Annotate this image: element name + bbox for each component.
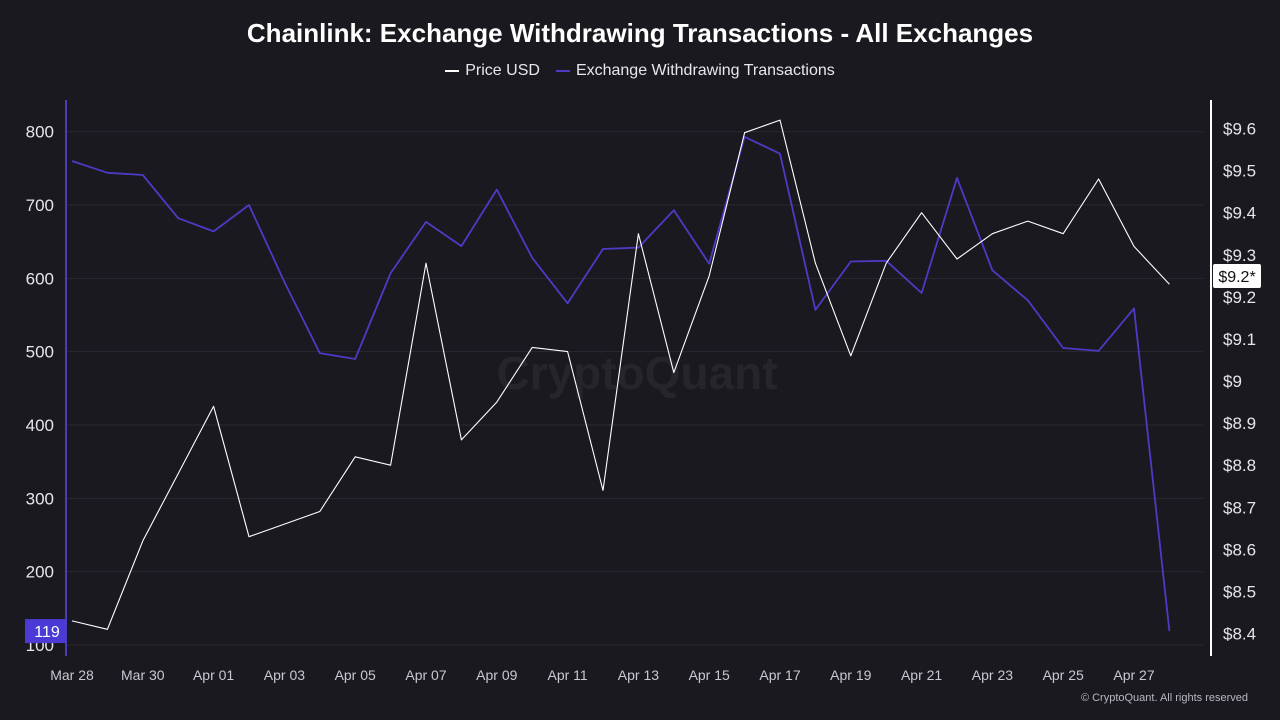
- y-left-tick-label: 500: [26, 343, 54, 362]
- y-right-tick-label: $9.1: [1223, 330, 1256, 349]
- copyright-text: © CryptoQuant. All rights reserved: [1080, 692, 1248, 704]
- x-tick-label: Mar 30: [121, 667, 165, 683]
- legend-item-price[interactable]: Price USD: [445, 62, 540, 80]
- last-value-badge-left: [25, 619, 66, 644]
- price-line-swatch-icon: [445, 70, 460, 72]
- x-tick-label: Apr 23: [972, 667, 1013, 683]
- y-right-tick-label: $9.2: [1223, 288, 1256, 307]
- y-right-tick-label: $9.6: [1223, 120, 1256, 139]
- y-left-tick-label: 200: [26, 563, 54, 582]
- x-tick-label: Apr 11: [547, 667, 587, 683]
- x-tick-label: Mar 28: [50, 667, 94, 683]
- y-left-tick-label: 700: [26, 196, 54, 215]
- y-right-tick-label: $8.7: [1223, 498, 1256, 517]
- series-line-price: [71, 119, 1170, 630]
- last-value-badge-right: [1213, 264, 1261, 288]
- y-right-tick-label: $8.4: [1223, 625, 1256, 644]
- y-left-tick-label: 600: [26, 269, 54, 288]
- x-tick-label: Apr 09: [476, 667, 517, 683]
- x-tick-label: Apr 05: [335, 667, 376, 683]
- y-left-tick-label: 300: [26, 489, 54, 508]
- y-right-tick-label: $8.5: [1223, 582, 1256, 601]
- y-right-tick-label: $9.4: [1223, 204, 1256, 223]
- watermark-text: CryptoQuant: [496, 347, 777, 399]
- series-line-transactions: [71, 135, 1171, 632]
- x-tick-label: Apr 17: [759, 667, 800, 683]
- last-value-label-right: $9.2*: [1218, 269, 1255, 286]
- y-right-tick-label: $9.3: [1223, 246, 1256, 265]
- x-tick-label: Apr 15: [689, 667, 730, 683]
- y-right-tick-label: $9.5: [1223, 162, 1256, 181]
- x-tick-label: Apr 19: [830, 667, 871, 683]
- y-right-tick-label: $8.6: [1223, 540, 1256, 559]
- x-tick-label: Apr 27: [1113, 667, 1154, 683]
- x-tick-label: Apr 13: [618, 667, 659, 683]
- legend-item-transactions[interactable]: Exchange Withdrawing Transactions: [555, 62, 835, 80]
- y-right-tick-label: $9: [1223, 372, 1242, 391]
- y-right-tick-label: $8.8: [1223, 456, 1256, 475]
- x-tick-label: Apr 01: [193, 667, 234, 683]
- x-tick-label: Apr 07: [405, 667, 446, 683]
- y-left-tick-label: 400: [26, 416, 54, 435]
- last-value-label-left: 119: [34, 624, 60, 641]
- y-right-tick-label: $8.9: [1223, 414, 1256, 433]
- x-tick-label: Apr 03: [264, 667, 305, 683]
- transactions-line-swatch-icon: [555, 70, 570, 72]
- chart-legend: Price USD Exchange Withdrawing Transacti…: [0, 62, 1280, 80]
- y-left-tick-label: 800: [26, 123, 54, 142]
- legend-label-transactions: Exchange Withdrawing Transactions: [575, 62, 835, 79]
- chart-title: Chainlink: Exchange Withdrawing Transact…: [246, 18, 1034, 48]
- x-tick-label: Apr 21: [901, 667, 942, 683]
- legend-label-price: Price USD: [465, 62, 540, 79]
- x-tick-label: Apr 25: [1043, 667, 1084, 683]
